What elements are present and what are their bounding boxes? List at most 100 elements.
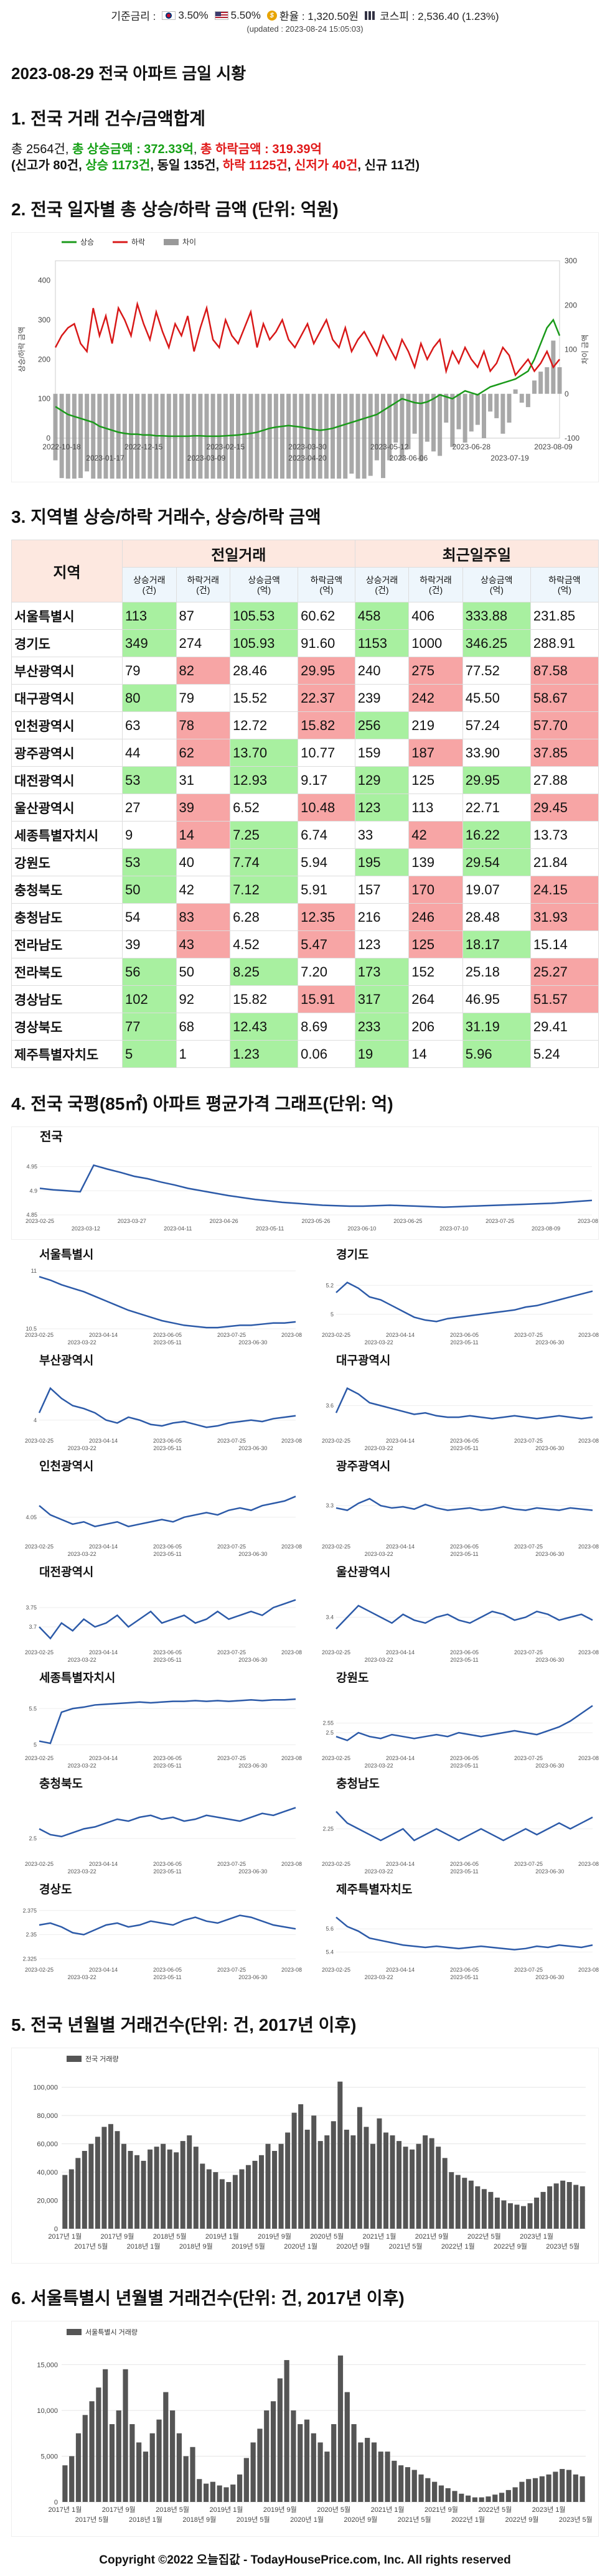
seoul-volume-chart: 서울특별시 거래량 0 5,000 10,000 15,000 2017년 1월 2017년… [11, 2321, 599, 2537]
y-tick-label: 0 [54, 2226, 58, 2233]
national-price-chart: 전국 4.85 4.9 4.95 2023-02-25 2023-03-27 2023-04… [11, 1126, 606, 1240]
volume-bar [264, 2410, 270, 2502]
table-cell: 18.17 [462, 930, 531, 958]
diff-bar [204, 393, 209, 538]
volume-bar [547, 2186, 553, 2229]
chart-title: 서울특별시 [39, 1248, 93, 1262]
regional-price-charts: 서울특별시 10.5 11 2023-02-25 2023-04-14 2023-06-0… [11, 1246, 607, 1987]
x-tick-label: 2023-06-05 [450, 1543, 479, 1550]
table-cell: 187 [408, 739, 463, 767]
volume-bar [580, 2476, 585, 2502]
table-row: 경상남도 102 92 15.82 15.91 317 264 46.95 51.57 [11, 985, 599, 1013]
x-tick-label: 2023-04-14 [89, 1861, 118, 1867]
table-cell: 242 [408, 684, 463, 712]
x-tick-label: 2023-06-28 [453, 443, 491, 451]
x-tick-label: 2023-05-11 [450, 1868, 478, 1875]
table-cell: 195 [354, 848, 410, 876]
table-cell: 246 [408, 903, 463, 931]
x-tick-label: 2023-02-25 [26, 1218, 54, 1224]
x-tick-label: 2023-06-05 [153, 1332, 182, 1338]
x-tick-label: 2023-05-12 [370, 443, 409, 451]
subheader-7: 하락금액 (억) [530, 567, 599, 602]
x-tick-label: 2019년 1월 [205, 2232, 239, 2241]
diff-bar [261, 393, 266, 514]
y-tick-label: 5 [331, 1311, 334, 1318]
diff-bar [267, 393, 272, 494]
legend-swatch [67, 2056, 82, 2062]
diff-bar [110, 393, 115, 492]
volume-bar [398, 2465, 404, 2502]
x-tick-label: 2023-06-05 [450, 1755, 479, 1761]
volume-bar [475, 2186, 481, 2229]
diff-bar [418, 393, 423, 462]
x-tick-label: 2023년 5월 [559, 2516, 593, 2524]
table-cell: 10.48 [298, 794, 355, 822]
region-table: 지역 전일거래 최근일주일 상승거래 (건) 하락거래 (건) 상승금액 (억) 하락… [11, 540, 599, 1068]
table-cell: 33.90 [462, 739, 531, 767]
x-tick-label: 2023-05-11 [153, 1339, 181, 1346]
y-tick-label: 5.2 [326, 1282, 334, 1288]
price-line [39, 1599, 296, 1640]
diff-bar [97, 393, 102, 496]
diff-bar [255, 393, 260, 489]
x-tick-label: 2023-06-05 [153, 1755, 182, 1761]
table-cell: 42 [408, 821, 463, 849]
table-cell: 458 [354, 602, 410, 630]
y-tick-label: 2.375 [22, 1908, 37, 1914]
series-line-down [54, 301, 560, 377]
volume-bar [265, 2143, 271, 2229]
y2-tick-label: 200 [565, 301, 577, 309]
volume-bar [383, 2132, 388, 2229]
x-tick-label: 2023-05-11 [153, 1551, 181, 1557]
regional-price-chart: 경기도 5 5.2 2023-02-25 2023-04-14 2023-06-05 202… [308, 1246, 607, 1352]
volume-bar [219, 2179, 225, 2229]
regional-price-chart: 울산광역시 3.4 2023-02-25 2023-04-14 2023-06-05 20… [308, 1563, 607, 1669]
x-tick-label: 2023-03-09 [187, 454, 226, 462]
x-tick-label: 2023-06-05 [153, 1649, 182, 1656]
x-tick-label: 2023-06-05 [450, 1967, 479, 1973]
table-row: 충청북도 50 42 7.12 5.91 157 170 19.07 24.15 [11, 876, 599, 904]
table-cell: 5 [122, 1040, 177, 1068]
volume-bar [377, 2118, 382, 2229]
separator: , [193, 143, 200, 156]
x-tick-label: 2023-06-30 [238, 1974, 267, 1980]
volume-bar [226, 2182, 232, 2229]
volume-bar [462, 2178, 467, 2229]
volume-bar [170, 2410, 176, 2502]
x-tick-label: 2023-06-30 [238, 1339, 267, 1346]
volume-bar [176, 2433, 182, 2502]
national-volume-chart: 전국 거래량 0 20,000 40,000 60,000 80,000 100,000 20… [11, 2048, 599, 2264]
chart-title: 부산광역시 [39, 1354, 93, 1367]
x-tick-label: 2023-05-11 [450, 1339, 478, 1346]
price-line [336, 1810, 593, 1842]
table-row: 경기도 349 274 105.93 91.60 1153 1000 346.25 288.91 [11, 629, 599, 657]
x-tick-label: 2023-02-25 [322, 1861, 350, 1867]
volume-bar [311, 2115, 317, 2229]
diff-bar [103, 393, 108, 520]
table-cell: 0.06 [298, 1040, 355, 1068]
volume-bar [486, 2496, 491, 2502]
table-cell: 125 [408, 930, 463, 958]
x-tick-label: 2023-07-25 [514, 1332, 543, 1338]
legend-label: 차이 [182, 238, 196, 246]
x-tick-label: 2023-06-05 [450, 1649, 479, 1656]
table-cell: 12.35 [298, 903, 355, 931]
x-tick-label: 2023-02-15 [207, 443, 245, 451]
series-line-up [55, 318, 561, 438]
x-tick-label: 2023-07-25 [217, 1649, 246, 1656]
table-row: 서울특별시 113 87 105.53 60.62 458 406 333.88 231.85 [11, 602, 599, 630]
volume-bar [239, 2169, 245, 2229]
table-row: 경상북도 77 68 12.43 8.69 233 206 31.19 29.41 [11, 1013, 599, 1041]
section-title-avg-price: 4. 전국 국평(85㎡) 아파트 평균가격 그래프(단위: 억) [11, 1094, 393, 1113]
x-tick-label: 2023-08-19 [578, 1861, 599, 1867]
new-high-count: (신고가 80건, [11, 159, 86, 172]
x-tick-label: 2023-07-25 [514, 1861, 543, 1867]
table-cell: 6.74 [298, 821, 355, 849]
diff-bar [172, 393, 177, 520]
x-tick-label: 2023-06-05 [153, 1861, 182, 1867]
regional-price-chart: 대구광역시 3.6 2023-02-25 2023-04-14 2023-06-05 20… [308, 1352, 607, 1458]
table-cell: 5.91 [298, 876, 355, 904]
header-prev-day: 전일거래 [122, 540, 355, 568]
diff-bar [53, 393, 58, 461]
table-row: 전라남도 39 43 4.52 5.47 123 125 18.17 15.14 [11, 930, 599, 958]
